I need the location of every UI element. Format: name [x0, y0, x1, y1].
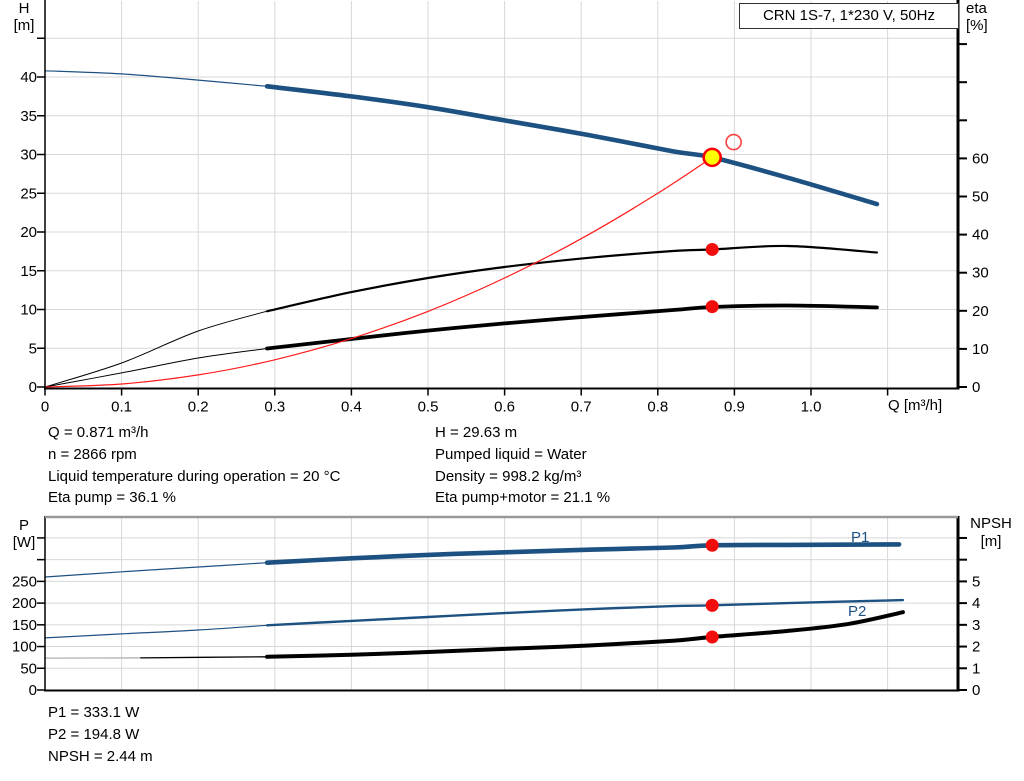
info-temperature: Liquid temperature during operation = 20…: [48, 468, 341, 485]
info-speed: n = 2866 rpm: [48, 446, 137, 463]
tick-label-y-left: 150: [12, 617, 37, 634]
tick-label-y-left: 50: [20, 660, 37, 677]
info-p1: P1 = 333.1 W: [48, 704, 140, 721]
npsh-axis-title: NPSH: [970, 515, 1012, 532]
npsh-axis-unit: [m]: [980, 533, 1002, 550]
tick-label-y-left: 15: [20, 263, 37, 280]
tick-label-y-right: 60: [972, 150, 989, 167]
markers-layer: [702, 133, 742, 644]
curve-p2: [44, 624, 268, 639]
tick-label-y-left: 250: [12, 573, 37, 590]
duty-value-dot: [705, 630, 719, 644]
q-axis-title: Q [m³/h]: [888, 397, 943, 414]
curve-eta-pump-motor: [265, 303, 879, 351]
p-axis-unit: [W]: [12, 534, 36, 551]
tick-label-x: 0.8: [647, 399, 668, 416]
curve-h-pump-curve-: [44, 70, 268, 87]
tick-label-y-left: 30: [20, 147, 37, 164]
curve-p2: [265, 598, 905, 627]
info-q: Q = 0.871 m³/h: [48, 424, 149, 441]
tick-label-y-left: 40: [20, 69, 37, 86]
tick-label-y-left: 200: [12, 595, 37, 612]
p-axis-title: P: [18, 517, 29, 534]
tick-label-x: 0.1: [111, 399, 132, 416]
tick-label-y-left: 20: [20, 224, 37, 241]
tick-label-y-right: 50: [972, 189, 989, 206]
tick-label-x: 0: [41, 399, 49, 416]
tick-label-y-left: 35: [20, 108, 37, 125]
tick-label-y-left: 5: [29, 340, 37, 357]
info-density: Density = 998.2 kg/m³: [435, 468, 582, 485]
info-eta-total: Eta pump+motor = 21.1 %: [435, 489, 611, 506]
curve-system-curve-qh-: [44, 156, 713, 388]
tick-label-y-right: 0: [972, 379, 980, 396]
tick-label-y-right: 20: [972, 303, 989, 320]
tick-label-x: 1.0: [801, 399, 822, 416]
duty-value-dot: [705, 538, 719, 552]
h-axis-title: H: [18, 0, 30, 17]
duty-point-marker: [702, 147, 722, 168]
tick-label-x: 0.5: [418, 399, 439, 416]
curve-eta-pump: [266, 244, 878, 313]
tick-label-y-right: 4: [972, 595, 980, 612]
tick-label-y-right: 40: [972, 227, 989, 244]
tick-label-x: 0.6: [494, 399, 515, 416]
tick-label-y-right: 30: [972, 265, 989, 282]
tick-label-y-left: 0: [29, 682, 37, 699]
tick-label-y-right: 0: [972, 682, 980, 699]
eta-axis-title: eta: [966, 0, 987, 17]
info-npsh: NPSH = 2.44 m: [48, 748, 153, 765]
duty-value-dot: [705, 598, 719, 612]
axes-layer: [44, 0, 960, 692]
tick-label-y-left: 10: [20, 302, 37, 319]
tick-label-y-left: 100: [12, 639, 37, 656]
curve-npsh: [140, 656, 268, 659]
tick-label-y-right: 10: [972, 341, 989, 358]
requested-point-marker: [725, 133, 742, 151]
h-axis-unit: [m]: [13, 17, 35, 34]
curve-label-p1: P1: [851, 529, 869, 546]
tick-label-x: 0.3: [264, 399, 285, 416]
tick-label-y-left: 25: [20, 185, 37, 202]
info-eta-pump: Eta pump = 36.1 %: [48, 489, 176, 506]
info-h: H = 29.63 m: [435, 424, 518, 441]
tick-label-x: 0.4: [341, 399, 362, 416]
duty-value-dot: [705, 300, 719, 314]
chart-title-box: CRN 1S-7, 1*230 V, 50Hz: [739, 3, 959, 29]
curve-p1: [264, 542, 902, 565]
curve-label-p2: P2: [848, 603, 866, 620]
tick-label-x: 0.9: [724, 399, 745, 416]
grid-layer: [45, 1, 958, 690]
info-p2: P2 = 194.8 W: [48, 726, 140, 743]
curve-p1: [44, 562, 268, 578]
tick-label-y-right: 5: [972, 573, 980, 590]
curve-h-pump-curve-: [264, 84, 880, 207]
tick-label-y-right: 3: [972, 617, 980, 634]
tick-label-x: 0.2: [188, 399, 209, 416]
curve-labels-layer: P1 P2: [848, 529, 869, 620]
duty-value-dot: [705, 242, 719, 256]
curve-eta-pump-motor: [44, 348, 268, 388]
curve-npsh: [265, 610, 905, 659]
curves-layer: [44, 70, 905, 659]
tick-label-y-left: 0: [29, 379, 37, 396]
tick-label-x: 0.7: [571, 399, 592, 416]
eta-axis-unit: [%]: [966, 17, 988, 34]
tick-label-y-right: 1: [972, 660, 980, 677]
tick-label-y-right: 2: [972, 639, 980, 656]
info-liquid: Pumped liquid = Water: [435, 446, 587, 463]
curve-eta-pump: [44, 310, 268, 388]
